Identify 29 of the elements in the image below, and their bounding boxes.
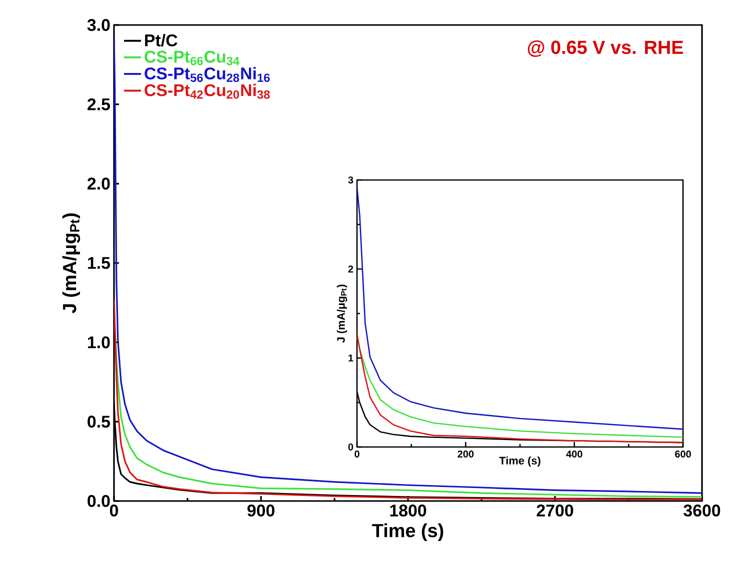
x-tick-label: 3600	[684, 504, 720, 517]
y-tick-label: 2.5	[88, 98, 110, 110]
x-tick-label: 0	[354, 450, 360, 458]
y-tick-label: 2.0	[88, 178, 110, 190]
y-tick-label: 1	[348, 354, 354, 362]
y-tick-label: 1.0	[88, 336, 110, 348]
x-tick-label: 200	[458, 450, 474, 458]
x-tick-label: 0	[110, 504, 118, 517]
x-tick-label: 600	[675, 450, 691, 458]
legend-label: Pt/C	[145, 34, 178, 47]
legend-label: CS-Pt$_{66}$Cu$_{34}$	[144, 50, 240, 66]
y-tick-label: 3	[348, 176, 354, 184]
x-tick-label: 1800	[390, 504, 426, 517]
y-axis-title: J (mA/μg$_{Pt}$)	[336, 284, 348, 343]
legend-label: CS-Pt$_{56}$Cu$_{28}$Ni$_{16}$	[144, 67, 270, 82]
x-tick-label: 2700	[536, 504, 574, 517]
y-axis-title: J (mA/μg$_{Pt}$)	[62, 213, 80, 314]
x-axis-title: Time (s)	[499, 456, 540, 467]
y-tick-label: 1.5	[88, 257, 110, 269]
y-tick-label: 0.5	[88, 416, 110, 428]
y-tick-label: 0.0	[88, 495, 110, 507]
annotation: @ 0.65 V vs. RHE	[528, 40, 684, 57]
y-tick-label: 0	[348, 443, 354, 451]
legend-label: CS-Pt$_{42}$Cu$_{20}$Ni$_{38}$	[144, 84, 270, 99]
y-tick-label: 3.0	[87, 18, 110, 31]
x-tick-label: 900	[247, 504, 274, 517]
x-axis-title: Time (s)	[372, 523, 444, 542]
y-tick-label: 2	[348, 266, 354, 272]
x-tick-label: 400	[566, 450, 582, 458]
